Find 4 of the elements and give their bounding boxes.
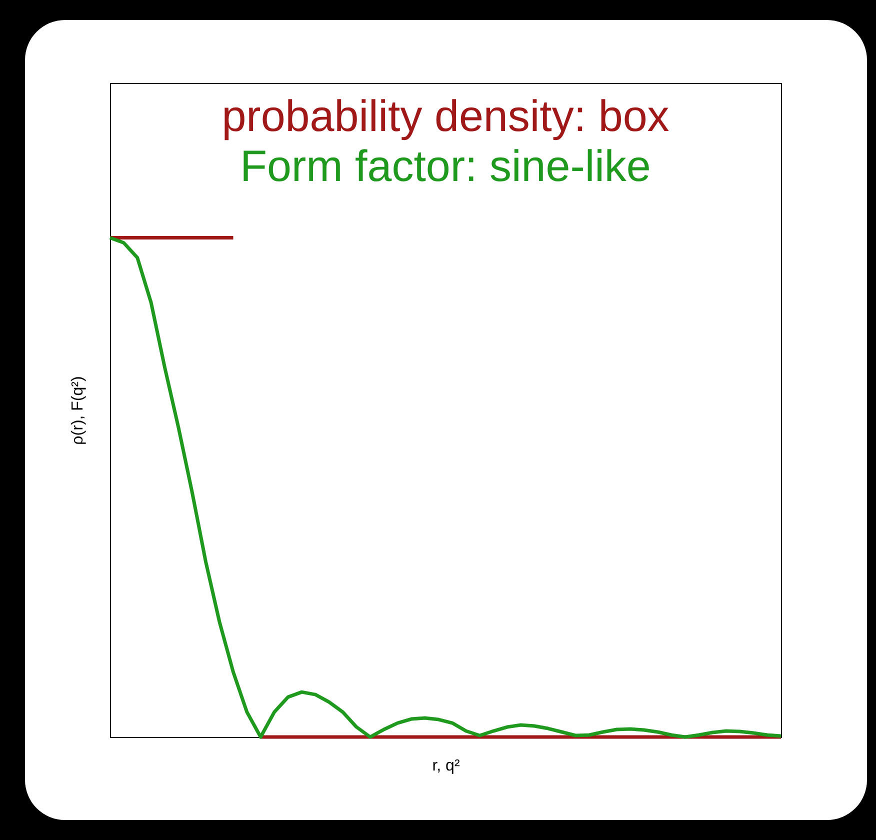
x-axis-title: r, q²	[432, 758, 460, 774]
y-axis-title: ρ(r), F(q²)	[70, 376, 86, 445]
text: probability density: box	[222, 92, 670, 141]
text: Form factor: sine-like	[240, 142, 651, 191]
